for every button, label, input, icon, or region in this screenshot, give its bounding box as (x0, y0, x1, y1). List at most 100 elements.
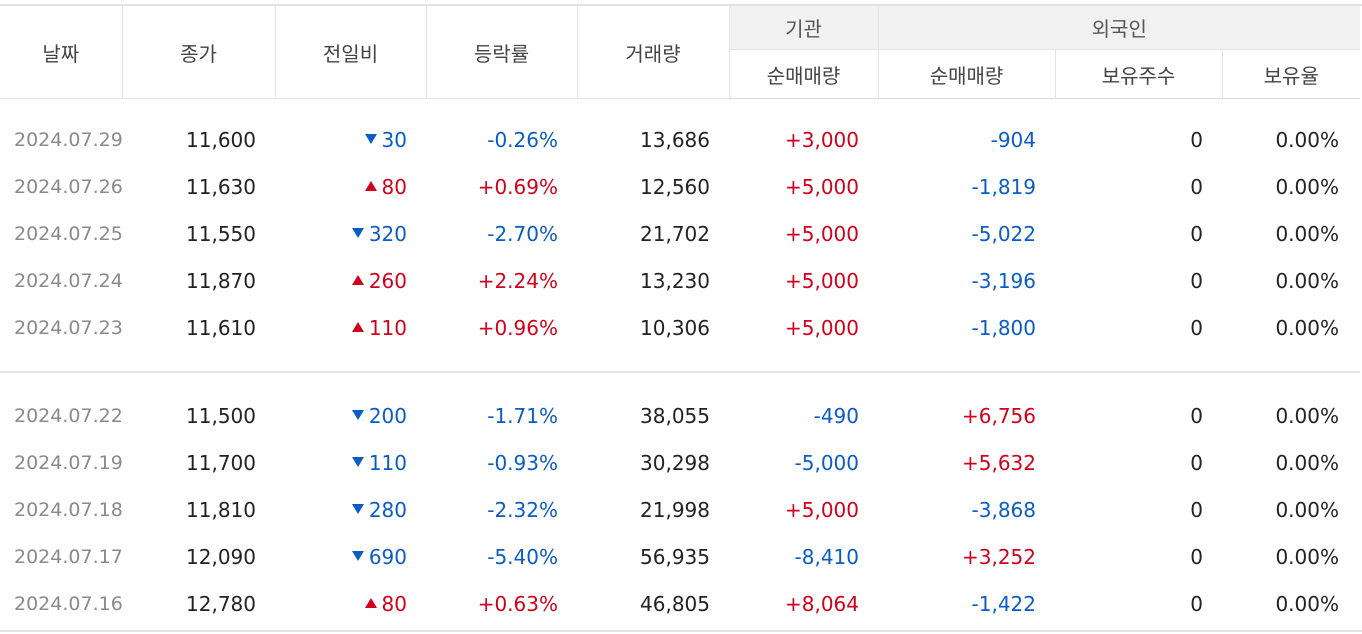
cell-holdings: 0 (1190, 315, 1203, 340)
cell-rate: +0.63% (477, 591, 558, 616)
cell-foreign-net: -1,422 (971, 591, 1036, 616)
cell-close: 11,700 (186, 450, 256, 475)
cell-holdings: 0 (1190, 268, 1203, 293)
cell-rate: -0.93% (487, 450, 558, 475)
table-row: 2024.07.24 11,870 260 +2.24% 13,230 +5,000 -3,… (0, 257, 1360, 304)
header-holdings: 보유주수 (1055, 49, 1223, 99)
cell-foreign-net: +3,252 (961, 544, 1036, 569)
triangle-down-icon (364, 134, 377, 144)
cell-close: 11,810 (186, 497, 256, 522)
table-row: 2024.07.23 11,610 110 +0.96% 10,306 +5,000 -1,… (0, 304, 1360, 351)
table-header: 날짜 종가 전일비 등락률 거래량 기관 외국인 순매매량 순매매량 보유주수 … (0, 6, 1360, 99)
cell-foreign-net: -904 (990, 127, 1036, 152)
cell-volume: 38,055 (640, 403, 710, 428)
cell-foreign-net: -5,022 (971, 221, 1036, 246)
cell-date: 2024.07.18 (14, 498, 123, 521)
change-value: 320 (368, 221, 407, 246)
cell-date: 2024.07.19 (14, 451, 123, 474)
row-spacer (0, 372, 1360, 392)
cell-holdings: 0 (1190, 221, 1203, 246)
top-border (0, 4, 1362, 6)
cell-holding-ratio: 0.00% (1275, 268, 1339, 293)
cell-change: 260 (275, 257, 426, 304)
cell-holding-ratio: 0.00% (1275, 315, 1339, 340)
cell-holdings: 0 (1190, 127, 1203, 152)
triangle-up-icon (364, 598, 377, 608)
group-separator (0, 351, 1360, 373)
cell-date: 2024.07.23 (14, 316, 123, 339)
cell-inst-net: +5,000 (784, 221, 859, 246)
cell-change: 110 (275, 304, 426, 351)
triangle-down-icon (351, 504, 364, 514)
cell-holding-ratio: 0.00% (1275, 497, 1339, 522)
change-value: 80 (381, 591, 407, 616)
cell-holding-ratio: 0.00% (1275, 591, 1339, 616)
cell-inst-net: -8,410 (794, 544, 859, 569)
cell-inst-net: -490 (813, 403, 859, 428)
header-change: 전일비 (275, 6, 427, 99)
cell-rate: +0.69% (477, 174, 558, 199)
cell-close: 11,500 (186, 403, 256, 428)
cell-volume: 21,702 (640, 221, 710, 246)
cell-close: 11,600 (186, 127, 256, 152)
cell-holding-ratio: 0.00% (1275, 127, 1339, 152)
cell-change: 110 (275, 439, 426, 486)
triangle-down-icon (351, 457, 364, 467)
change-value: 200 (368, 403, 407, 428)
cell-change: 280 (275, 486, 426, 533)
cell-volume: 12,560 (640, 174, 710, 199)
cell-rate: -0.26% (487, 127, 558, 152)
cell-holding-ratio: 0.00% (1275, 544, 1339, 569)
header-volume: 거래량 (577, 6, 730, 99)
cell-holdings: 0 (1190, 544, 1203, 569)
table-row: 2024.07.29 11,600 30 -0.26% 13,686 +3,000 -904… (0, 116, 1360, 163)
header-foreign: 외국인 (878, 6, 1360, 50)
cell-date: 2024.07.22 (14, 404, 123, 427)
header-date: 날짜 (0, 6, 123, 99)
cell-holdings: 0 (1190, 403, 1203, 428)
table-row: 2024.07.25 11,550 320 -2.70% 21,702 +5,000 -5,… (0, 210, 1360, 257)
change-value: 110 (368, 450, 407, 475)
cell-holding-ratio: 0.00% (1275, 174, 1339, 199)
header-close: 종가 (122, 6, 276, 99)
cell-inst-net: -5,000 (794, 450, 859, 475)
cell-inst-net: +5,000 (784, 268, 859, 293)
cell-foreign-net: +6,756 (961, 403, 1036, 428)
cell-foreign-net: -3,196 (971, 268, 1036, 293)
cell-holdings: 0 (1190, 497, 1203, 522)
cell-volume: 56,935 (640, 544, 710, 569)
triangle-down-icon (351, 410, 364, 420)
cell-inst-net: +5,000 (784, 174, 859, 199)
cell-inst-net: +5,000 (784, 315, 859, 340)
cell-holdings: 0 (1190, 174, 1203, 199)
cell-date: 2024.07.29 (14, 128, 123, 151)
header-rate: 등락률 (426, 6, 578, 99)
cell-rate: +0.96% (477, 315, 558, 340)
cell-change: 690 (275, 533, 426, 580)
cell-volume: 21,998 (640, 497, 710, 522)
cell-rate: -2.32% (487, 497, 558, 522)
cell-change: 80 (275, 580, 426, 627)
cell-inst-net: +8,064 (784, 591, 859, 616)
change-value: 110 (368, 315, 407, 340)
cell-inst-net: +3,000 (784, 127, 859, 152)
cell-close: 11,550 (186, 221, 256, 246)
cell-rate: +2.24% (477, 268, 558, 293)
table-row: 2024.07.22 11,500 200 -1.71% 38,055 -490 +6,75… (0, 392, 1360, 439)
cell-change: 80 (275, 163, 426, 210)
cell-change: 30 (275, 116, 426, 163)
triangle-up-icon (351, 275, 364, 285)
table-row: 2024.07.16 12,780 80 +0.63% 46,805 +8,064 -1,4… (0, 580, 1360, 627)
cell-volume: 10,306 (640, 315, 710, 340)
cell-rate: -5.40% (487, 544, 558, 569)
cell-date: 2024.07.25 (14, 222, 123, 245)
cell-holding-ratio: 0.00% (1275, 221, 1339, 246)
cell-date: 2024.07.24 (14, 269, 123, 292)
table-row: 2024.07.17 12,090 690 -5.40% 56,935 -8,410 +3,… (0, 533, 1360, 580)
header-foreign-net: 순매매량 (878, 49, 1056, 99)
cell-rate: -1.71% (487, 403, 558, 428)
triangle-up-icon (364, 181, 377, 191)
cell-holdings: 0 (1190, 450, 1203, 475)
cell-holding-ratio: 0.00% (1275, 450, 1339, 475)
